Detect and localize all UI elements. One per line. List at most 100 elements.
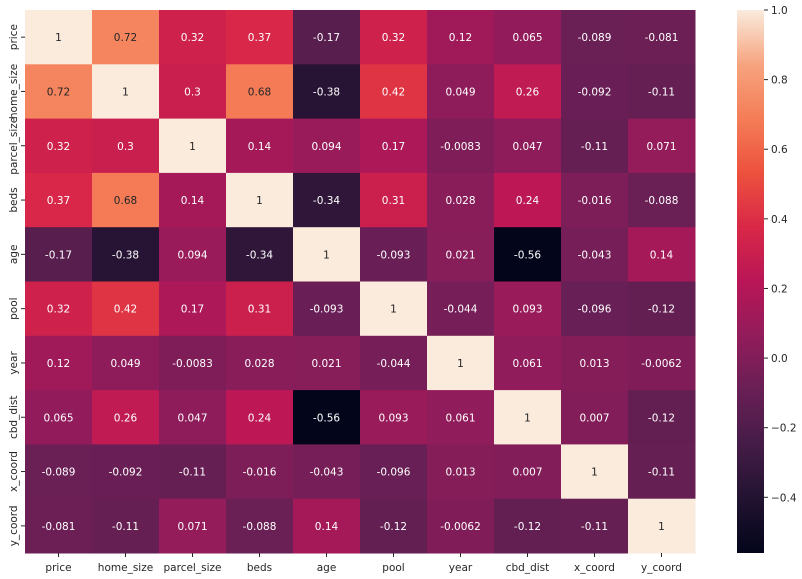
y-tick-label: beds [8,187,20,212]
heatmap-cell [92,498,160,554]
cell-value-label: 0.007 [512,467,542,479]
heatmap-cell [293,118,361,174]
cell-value-label: -0.016 [243,467,277,479]
heatmap-cell [494,10,562,65]
x-tick-label: age [317,562,337,574]
heatmap-cell [293,335,361,391]
cell-value-label: 1 [591,467,598,479]
heatmap-cell [427,118,495,174]
cell-value-label: -0.0062 [641,358,682,370]
heatmap-cell [226,498,294,554]
cell-value-label: 0.12 [449,32,472,44]
heatmap-cell [360,172,428,228]
heatmap-cell [494,227,562,282]
colorbar-tick-label: 0.8 [771,75,788,87]
cell-value-label: -0.11 [179,467,206,479]
cell-value-label: 0.42 [382,86,405,98]
heatmap-cell [494,444,562,500]
cell-value-label: -0.11 [581,141,608,153]
heatmap-cell [25,172,93,228]
colorbar-tick-label: 0.2 [771,283,788,295]
heatmap-cell [92,10,160,65]
x-tick-label: parcel_size [164,562,222,574]
heatmap-cell [360,498,428,554]
x-tick-label: pool [382,562,404,574]
heatmap-cell [159,172,227,228]
heatmap-cell [561,498,629,554]
cell-value-label: 0.14 [650,249,674,261]
cell-value-label: 1 [55,32,62,44]
cell-value-label: -0.12 [648,304,675,316]
heatmap-cell [25,498,93,554]
heatmap-cell [293,64,361,120]
y-tick-label: x_coord [8,451,20,492]
cell-value-label: 0.093 [512,304,542,316]
heatmap-cell [25,444,93,500]
cell-value-label: -0.56 [514,249,541,261]
cell-value-label: 0.071 [646,141,676,153]
heatmap-cell [226,444,294,500]
heatmap-cell [494,172,562,228]
cell-value-label: 0.26 [114,412,138,424]
colorbar-tick-label: −0.4 [771,492,797,504]
heatmap-cell [494,390,562,445]
cell-value-label: 0.32 [47,141,70,153]
colorbar-tick-label: 1.0 [771,5,788,17]
heatmap-cell [494,335,562,391]
x-tick-label: home_size [98,562,153,574]
heatmap-cell [293,227,361,282]
heatmap-cells: 1 0.72 0.32 0.37 -0.17 0.32 0.12 0.065 -0.089 -0.… [25,10,696,554]
heatmap-cell [360,281,428,337]
heatmap-cell [25,281,93,337]
cell-value-label: 0.24 [248,412,272,424]
cell-value-label: 0.061 [512,358,542,370]
heatmap-cell [360,390,428,445]
heatmap-cell [159,390,227,445]
heatmap-cell [628,281,696,337]
x-axis: price home_size parcel_size beds age pool year… [45,553,682,574]
heatmap-cell [561,335,629,391]
y-tick-label: parcel_size [8,117,20,175]
cell-value-label: 0.021 [311,358,341,370]
heatmap-cell [628,444,696,500]
heatmap-cell [159,444,227,500]
heatmap-cell [159,118,227,174]
heatmap-cell [360,10,428,65]
cell-value-label: 0.14 [248,141,272,153]
cell-value-label: -0.17 [45,249,72,261]
heatmap-cell [92,335,160,391]
heatmap-cell [226,335,294,391]
heatmap-cell [92,390,160,445]
cell-value-label: -0.088 [645,195,679,207]
x-tick-label: year [449,562,473,574]
cell-value-label: 1 [189,141,196,153]
colorbar-gradient [737,10,764,553]
x-tick-label: cbd_dist [506,562,550,574]
cell-value-label: 0.049 [110,358,140,370]
cell-value-label: 1 [323,249,330,261]
heatmap-cell [427,390,495,445]
heatmap-cell [427,172,495,228]
cell-value-label: -0.34 [246,249,273,261]
cell-value-label: -0.38 [112,249,139,261]
heatmap-cell [427,281,495,337]
heatmap-cell [360,118,428,174]
y-tick-label: home_size [8,64,20,119]
heatmap-cell [360,64,428,120]
cell-value-label: 0.31 [248,304,271,316]
heatmap-cell [293,498,361,554]
heatmap-cell [25,10,93,65]
cell-value-label: -0.12 [648,412,675,424]
heatmap-cell [427,10,495,65]
heatmap-cell [159,64,227,120]
cell-value-label: -0.043 [310,467,344,479]
cell-value-label: -0.089 [42,467,76,479]
x-tick-label: price [45,562,71,574]
heatmap-cell [226,10,294,65]
heatmap-cell [628,172,696,228]
heatmap-cell [360,444,428,500]
colorbar: −0.4 −0.2 0.0 0.2 0.4 0.6 0.8 1.0 [737,5,797,553]
heatmap-cell [628,64,696,120]
heatmap-cell [293,390,361,445]
cell-value-label: 0.3 [184,86,201,98]
